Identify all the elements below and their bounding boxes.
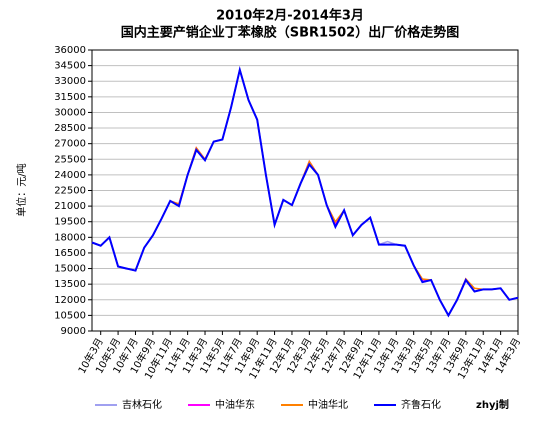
annotation: zhyj制: [476, 398, 509, 411]
y-tick-label: 30000: [54, 107, 86, 118]
y-tick-label: 31500: [54, 92, 86, 103]
legend-label: 吉林石化: [122, 398, 162, 411]
y-tick-label: 33000: [54, 76, 86, 87]
series-line: [91, 65, 519, 318]
y-tick-label: 34500: [54, 61, 86, 72]
series-line: [91, 66, 519, 317]
y-tick-label: 28500: [54, 123, 86, 134]
chart-title: 2010年2月-2014年3月: [216, 8, 364, 24]
y-tick-label: 19500: [54, 217, 86, 228]
y-tick-label: 24000: [54, 170, 86, 181]
y-tick-label: 25500: [54, 154, 86, 165]
y-axis-label: 单位：元/吨: [15, 163, 28, 216]
y-tick-label: 27000: [54, 139, 86, 150]
y-tick-label: 18000: [54, 232, 86, 243]
y-tick-label: 16500: [54, 248, 86, 259]
y-tick-label: 12000: [54, 295, 86, 306]
legend-label: 齐鲁石化: [401, 398, 441, 411]
y-tick-label: 36000: [54, 45, 86, 56]
plot-frame: [91, 49, 519, 332]
series-line: [91, 66, 519, 317]
y-tick-label: 22500: [54, 186, 86, 197]
legend-label: 中油华北: [308, 398, 348, 411]
y-tick-label: 9000: [61, 326, 86, 337]
y-tick-label: 21000: [54, 201, 86, 212]
y-tick-label: 13500: [54, 279, 86, 290]
y-tick-label: 10500: [54, 310, 86, 321]
series-line: [91, 66, 519, 317]
chart-subtitle: 国内主要产销企业丁苯橡胶（SBR1502）出厂价格走势图: [121, 25, 459, 41]
y-tick-label: 15000: [54, 264, 86, 275]
legend-label: 中油华东: [215, 398, 255, 411]
